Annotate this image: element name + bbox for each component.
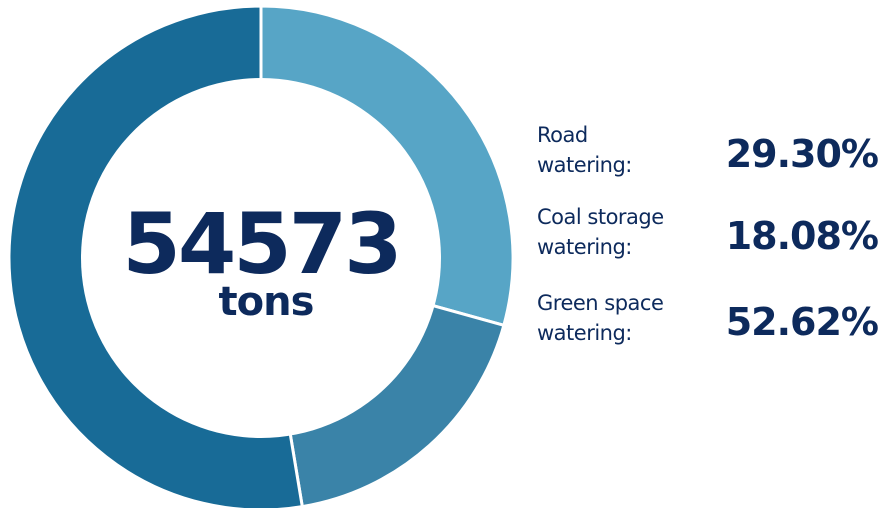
legend-label-line2: watering: (537, 321, 632, 345)
center-total-unit: tons (219, 279, 314, 325)
legend-label-road-watering: Road watering: (537, 120, 697, 180)
donut-hole (81, 78, 441, 438)
legend-item-coal-storage-watering: Coal storage watering: 18.08% (537, 202, 882, 266)
legend-label-line2: watering: (537, 235, 632, 259)
center-total-value: 54573 (122, 195, 399, 293)
legend-label-line1: Coal storage (537, 205, 664, 229)
legend-item-road-watering: Road watering: 29.30% (537, 120, 882, 184)
legend-value-road-watering: 29.30% (725, 132, 879, 176)
legend-item-green-space-watering: Green space watering: 52.62% (537, 288, 882, 352)
legend-label-line1: Green space (537, 291, 664, 315)
legend-label-coal-storage-watering: Coal storage watering: (537, 202, 697, 262)
legend-label-line1: Road (537, 123, 588, 147)
legend-label-green-space-watering: Green space watering: (537, 288, 697, 348)
legend-value-coal-storage-watering: 18.08% (725, 214, 879, 258)
legend-value-green-space-watering: 52.62% (725, 300, 879, 344)
legend-label-line2: watering: (537, 153, 632, 177)
